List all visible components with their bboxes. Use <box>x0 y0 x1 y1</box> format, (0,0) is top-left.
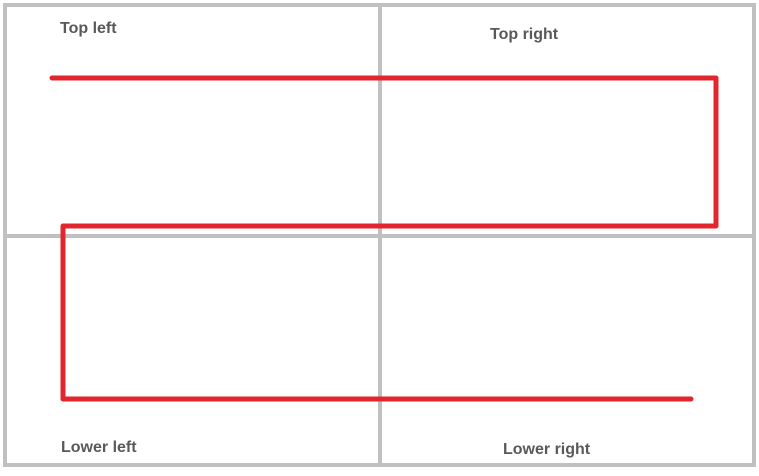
zigzag-path <box>49 75 719 402</box>
label-lower-right: Lower right <box>503 441 591 458</box>
label-lower-left: Lower left <box>61 439 137 456</box>
label-top-left: Top left <box>60 20 117 37</box>
label-top-right: Top right <box>490 26 559 43</box>
